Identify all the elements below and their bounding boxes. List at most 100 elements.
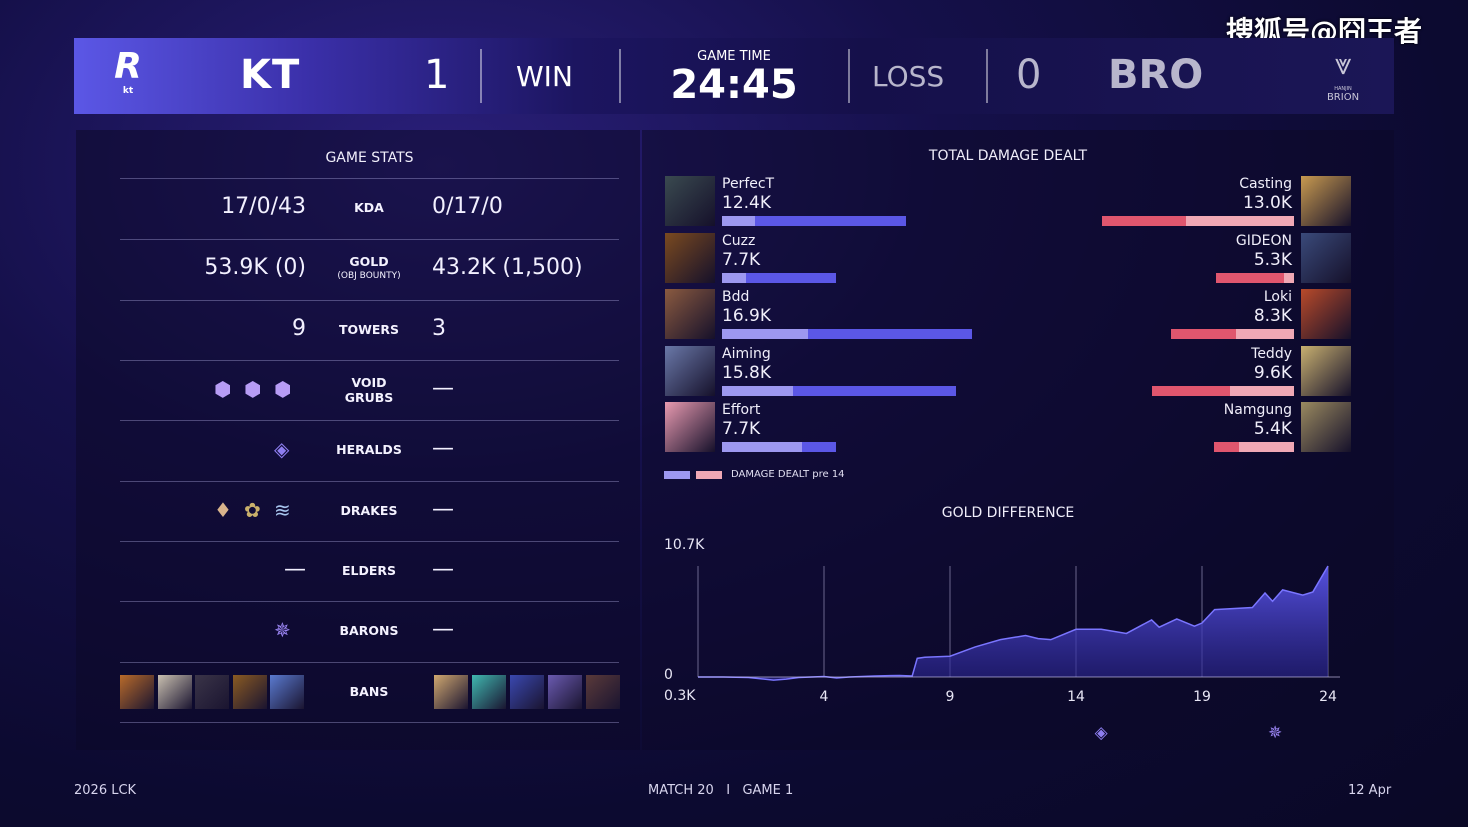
blue-ban-champion [270, 675, 304, 709]
stat-label: HERALDS [336, 442, 402, 457]
blue-stat-value: 53.9K (0) [204, 255, 306, 280]
row-divider [120, 178, 619, 179]
blue-player-name: Cuzz [722, 232, 756, 249]
red-player-damage: 13.0K [1243, 193, 1292, 213]
stat-label: BANS [349, 684, 389, 699]
blue-damage-pre14-bar [722, 216, 755, 226]
blue-player-portrait [665, 402, 715, 452]
brion-logo: ⩔ HANJIN BRION [1326, 47, 1360, 103]
gold-diff-area [698, 566, 1328, 681]
blue-damage-bar [722, 329, 973, 339]
baron-icon: ✵ [1268, 723, 1282, 743]
red-player-portrait [1301, 232, 1351, 283]
footer-date: 12 Apr [1348, 783, 1392, 798]
voidgrub-icon: ⬢ [214, 377, 232, 401]
game-time: 24:45 [670, 62, 798, 108]
x-tick-label: 24 [1319, 689, 1337, 705]
scoreboard-header: R kt KT 1 WIN GAME TIME 24:45 LOSS 0 BRO… [74, 38, 1394, 114]
gold-diff-title: GOLD DIFFERENCE [941, 505, 1075, 521]
blue-player-damage: 16.9K [722, 306, 771, 326]
blue-player-damage: 15.8K [722, 362, 771, 383]
red-stat-value: 43.2K (1,500) [432, 255, 583, 280]
herald-icon: ◈ [1095, 723, 1109, 743]
red-stat-value: — [432, 617, 454, 642]
blue-damage-pre14-bar [722, 385, 794, 396]
red-damage-pre14-bar [1283, 272, 1294, 283]
red-player-name: Teddy [1251, 345, 1292, 362]
x-tick-label: 19 [1193, 689, 1211, 705]
row-divider [120, 722, 619, 723]
red-stat-value: — [432, 436, 454, 461]
red-damage-bar [1151, 385, 1294, 396]
game-time-label: GAME TIME [697, 49, 771, 64]
row-divider [120, 420, 619, 421]
x-tick-label: 9 [946, 689, 955, 705]
red-damage-pre14-bar [1239, 442, 1294, 452]
row-divider [120, 360, 619, 361]
red-player-portrait [1301, 289, 1351, 339]
herald-icon: ◈ [274, 437, 290, 461]
blue-player-name: PerfecT [722, 176, 775, 192]
x-tick-label: 14 [1067, 689, 1085, 705]
blue-ban-champion [157, 675, 192, 709]
divider [619, 49, 621, 103]
red-damage-pre14-bar [1185, 216, 1294, 226]
red-player-name: Namgung [1223, 402, 1292, 418]
blue-damage-pre14-bar [722, 329, 808, 339]
divider [848, 49, 850, 103]
row-divider [120, 239, 619, 240]
blue-damage-pre14-bar [722, 442, 802, 452]
red-damage-bar [1171, 329, 1294, 339]
blue-stat-value: 9 [292, 316, 306, 341]
row-divider [120, 541, 619, 542]
red-player-damage: 5.4K [1253, 419, 1292, 439]
damage-legend: DAMAGE DEALT pre 14 [731, 469, 845, 480]
stat-label: KDA [354, 200, 384, 215]
red-player-portrait [1301, 402, 1351, 452]
divider [986, 49, 988, 103]
hextech-drake-icon: ✿ [244, 498, 261, 522]
red-stat-value: — [432, 497, 454, 522]
blue-ban-champion [232, 675, 267, 709]
red-stat-value: — [432, 376, 454, 401]
voidgrub-icon: ⬢ [244, 377, 262, 401]
stat-label: BARONS [339, 623, 399, 638]
red-damage-pre14-bar [1230, 385, 1294, 396]
red-result: LOSS [872, 60, 945, 93]
red-team-name: BRO [1108, 52, 1204, 98]
red-stat-value: 3 [432, 316, 446, 341]
footer-season: 2026 LCK [74, 783, 137, 798]
blue-stat-value: — [284, 557, 306, 582]
blue-ban-champion [120, 675, 154, 709]
game-stats-panel [76, 130, 640, 750]
red-player-portrait [1301, 345, 1351, 396]
stat-label: GOLD (OBJ BOUNTY) [337, 254, 401, 281]
game-number: GAME 1 [742, 783, 794, 798]
red-ban-champion [548, 675, 582, 709]
red-player-name: GIDEON [1235, 232, 1292, 249]
blue-player-name: Effort [722, 402, 761, 418]
red-damage-pre14-bar [1236, 329, 1294, 339]
row-divider [120, 601, 619, 602]
stat-label: ELDERS [341, 563, 397, 578]
blue-player-portrait [665, 345, 715, 396]
blue-ban-champion [195, 675, 229, 709]
blue-damage-bar [722, 272, 836, 283]
red-ban-champion [434, 675, 468, 709]
blue-player-name: Aiming [722, 345, 771, 362]
red-stat-value: 0/17/0 [432, 194, 503, 219]
mountain-drake-icon: ♦ [214, 498, 232, 522]
red-ban-champion [510, 675, 544, 709]
row-divider [120, 481, 619, 482]
voidgrub-icon: ⬢ [274, 377, 292, 401]
legend-blue-swatch [664, 471, 690, 479]
stat-label: TOWERS [338, 322, 400, 337]
red-stat-value: — [432, 557, 454, 582]
blue-player-portrait [665, 176, 715, 226]
stat-label: DRAKES [340, 503, 398, 518]
footer-match: MATCH 20 I GAME 1 [648, 783, 793, 798]
red-damage-bar [1215, 272, 1294, 283]
blue-damage-bar [722, 385, 956, 396]
match-number: MATCH 20 [648, 783, 714, 798]
